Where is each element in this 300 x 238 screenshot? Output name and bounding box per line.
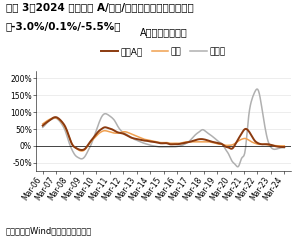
Text: 资料来源：Wind，中金公司研究部: 资料来源：Wind，中金公司研究部 xyxy=(6,227,92,236)
Title: A股盈利累计增速: A股盈利累计增速 xyxy=(140,27,188,37)
Text: 为-3.0%/0.1%/-5.5%）: 为-3.0%/0.1%/-5.5%） xyxy=(6,21,122,31)
Text: 图表 3：2024 上半年全 A/金融/非金融盈利累计同比分别: 图表 3：2024 上半年全 A/金融/非金融盈利累计同比分别 xyxy=(6,2,194,12)
Legend: 全部A股, 金融, 非金融: 全部A股, 金融, 非金融 xyxy=(98,44,229,60)
